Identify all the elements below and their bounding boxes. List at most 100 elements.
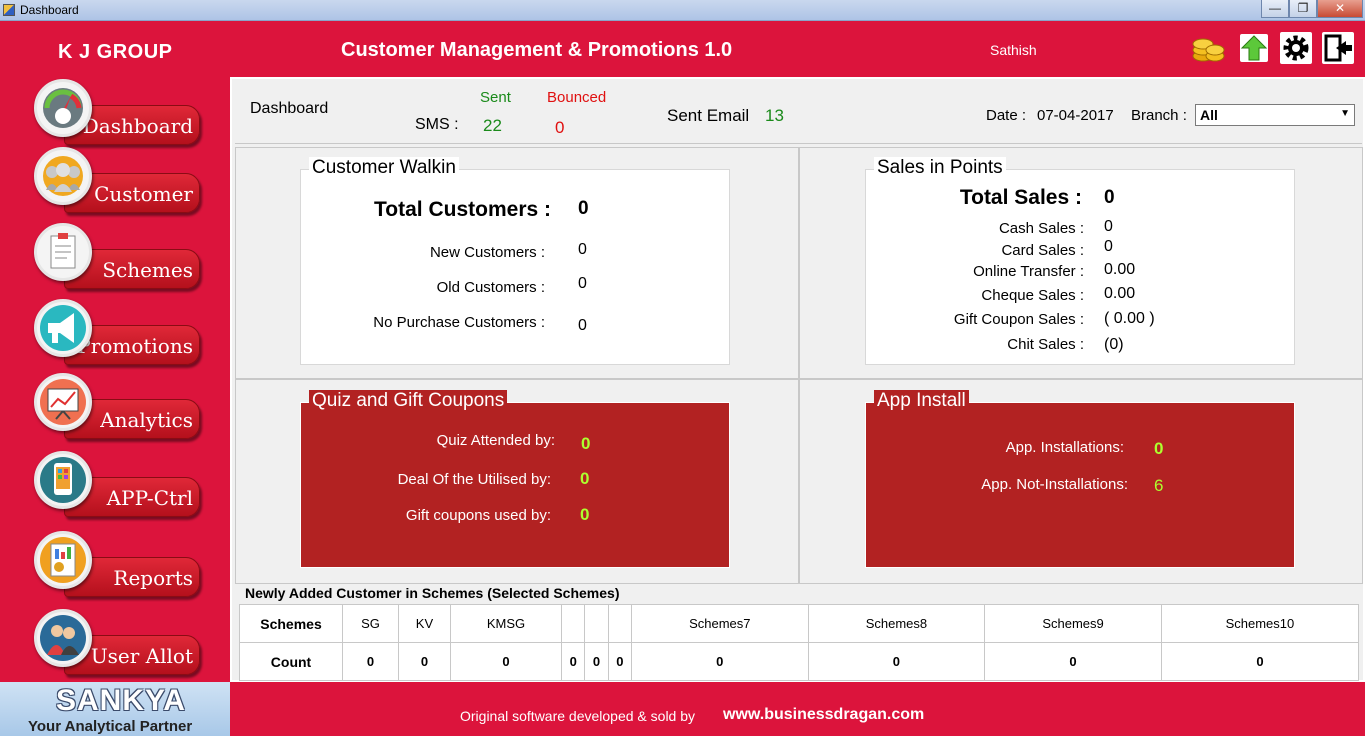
table-cell: 0 — [607, 642, 632, 681]
exit-door-icon[interactable] — [1320, 31, 1356, 65]
nav-promotions[interactable]: Promotions — [34, 299, 200, 369]
megaphone-icon — [34, 299, 92, 357]
new-customers-value: 0 — [578, 241, 587, 258]
total-customers-label: Total Customers : — [374, 198, 551, 221]
nav-customer[interactable]: Customer — [34, 147, 200, 217]
gift-coupon-sales-value: ( 0.00 ) — [1104, 310, 1155, 327]
chit-sales-value: (0) — [1104, 336, 1124, 353]
no-purchase-label: No Purchase Customers : — [373, 314, 545, 331]
header: K J GROUP Customer Management & Promotio… — [0, 21, 1365, 77]
footer-site[interactable]: www.businessdragan.com — [723, 706, 925, 723]
close-button[interactable]: ✕ — [1317, 0, 1363, 18]
table-cell: 0 — [449, 642, 563, 681]
sms-bounced-value: 0 — [555, 118, 565, 137]
cash-sales-label: Cash Sales : — [998, 220, 1084, 237]
brand-name: K J GROUP — [58, 41, 173, 63]
main-panel: Dashboard SMS : Sent 22 Bounced 0 Sent E… — [230, 77, 1365, 682]
old-customers-value: 0 — [578, 275, 587, 292]
gift-coupon-sales-label: Gift Coupon Sales : — [953, 311, 1084, 328]
table-cell: Schemes9 — [984, 604, 1162, 643]
table-cell: 0 — [584, 642, 609, 681]
sankya-logo: SANKYA Your Analytical Partner — [0, 682, 230, 736]
table-cell: 0 — [984, 642, 1162, 681]
table-cell: SG — [341, 604, 400, 643]
cheque-sales-label: Cheque Sales : — [981, 287, 1084, 304]
table-cell: Schemes8 — [807, 604, 986, 643]
sales-points-title: Sales in Points — [874, 157, 1006, 179]
sms-label: SMS : — [415, 116, 459, 133]
table-cell: Schemes7 — [630, 604, 809, 643]
upload-arrow-icon[interactable] — [1236, 31, 1272, 65]
gear-icon[interactable] — [1278, 31, 1314, 65]
nav-analytics[interactable]: Analytics — [34, 373, 200, 443]
coins-icon[interactable] — [1190, 31, 1226, 65]
table-cell: KMSG — [449, 604, 563, 643]
total-sales-value: 0 — [1104, 187, 1115, 208]
quiz-gift-group: Quiz and Gift Coupons Quiz Attended by: … — [300, 390, 730, 568]
maximize-button[interactable]: ❐ — [1289, 0, 1317, 18]
total-customers-value: 0 — [578, 198, 589, 219]
card-sales-label: Card Sales : — [1001, 242, 1084, 259]
old-customers-label: Old Customers : — [436, 279, 545, 296]
nav-reports[interactable]: Reports — [34, 531, 200, 601]
schemes-table: Schemes SG KV KMSG Schemes7 Schemes8 Sch… — [239, 604, 1360, 681]
gift-coupons-used-label: Gift coupons used by: — [405, 507, 551, 524]
window-title: Dashboard — [20, 3, 79, 17]
minimize-button[interactable]: — — [1261, 0, 1289, 18]
schemes-caption: Newly Added Customer in Schemes (Selecte… — [245, 585, 620, 601]
gauge-icon — [34, 79, 92, 137]
branch-select[interactable]: All ▼ — [1195, 104, 1355, 126]
chit-sales-label: Chit Sales : — [1007, 336, 1084, 353]
nav-label: Schemes — [102, 258, 193, 282]
table-row: Schemes SG KV KMSG Schemes7 Schemes8 Sch… — [239, 604, 1360, 643]
sales-points-group: Sales in Points Total Sales : 0 Cash Sal… — [865, 157, 1295, 365]
sent-email-label: Sent Email — [667, 106, 750, 125]
customer-walkin-group: Customer Walkin Total Customers : 0 New … — [300, 157, 730, 365]
app-title: Customer Management & Promotions 1.0 — [341, 39, 733, 61]
people-icon — [34, 147, 92, 205]
sms-sent-value: 22 — [483, 116, 502, 135]
sankya-title: SANKYA — [56, 684, 186, 717]
footer-text: Original software developed & sold by — [460, 708, 696, 724]
dashboard-topbar: Dashboard SMS : Sent 22 Bounced 0 Sent E… — [235, 82, 1362, 144]
app-installations-label: App. Installations: — [1005, 439, 1124, 456]
table-cell: KV — [398, 604, 451, 643]
online-transfer-label: Online Transfer : — [973, 263, 1084, 280]
new-customers-label: New Customers : — [429, 244, 545, 261]
table-cell — [607, 604, 632, 643]
quiz-attended-label: Quiz Attended by: — [436, 432, 555, 449]
nav-label: Reports — [113, 566, 193, 590]
nav-dashboard[interactable]: Dashboard — [34, 79, 200, 149]
app-icon — [3, 4, 15, 16]
nav-app-ctrl[interactable]: APP-Ctrl — [34, 451, 200, 521]
title-bar: Dashboard — ❐ ✕ — [0, 0, 1365, 21]
table-cell: Schemes10 — [1160, 604, 1360, 643]
table-cell — [561, 604, 586, 643]
gift-coupons-used-value: 0 — [580, 505, 590, 524]
quiz-gift-title: Quiz and Gift Coupons — [309, 390, 508, 412]
sidebar: Dashboard Customer Schemes Promotions An… — [0, 77, 230, 682]
cash-sales-value: 0 — [1104, 218, 1113, 235]
footer: Original software developed & sold by ww… — [230, 682, 1365, 736]
table-cell: 0 — [1160, 642, 1360, 681]
mobile-phone-icon — [34, 451, 92, 509]
sms-sent-label: Sent — [480, 89, 511, 106]
deal-utilised-label: Deal Of the Utilised by: — [397, 471, 551, 488]
app-install-group: App Install App. Installations: 0 App. N… — [865, 390, 1295, 568]
users-icon — [34, 609, 92, 667]
customer-walkin-title: Customer Walkin — [309, 157, 459, 179]
sent-email-value: 13 — [765, 106, 784, 125]
sms-bounced-label: Bounced — [547, 89, 607, 106]
nav-label: APP-Ctrl — [106, 486, 193, 510]
nav-schemes[interactable]: Schemes — [34, 223, 200, 293]
nav-label: Analytics — [100, 408, 193, 432]
table-cell: 0 — [807, 642, 986, 681]
chart-board-icon — [34, 373, 92, 431]
date-value: 07-04-2017 — [1037, 107, 1114, 124]
chevron-down-icon: ▼ — [1340, 108, 1350, 119]
table-cell: 0 — [341, 642, 400, 681]
table-row: Count 0 0 0 0 0 0 0 0 0 0 — [239, 642, 1360, 681]
nav-label: Customer — [94, 182, 193, 206]
nav-user-allot[interactable]: User Allot — [34, 609, 200, 679]
user-name: Sathish — [990, 42, 1037, 58]
